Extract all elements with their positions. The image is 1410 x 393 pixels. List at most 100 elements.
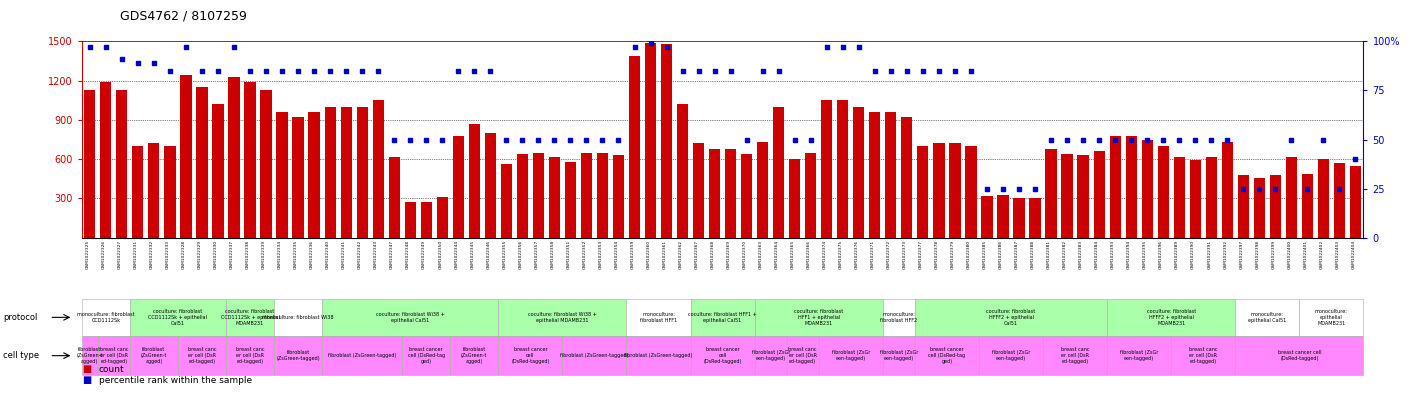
Point (1328, 185, 1351, 192)
Point (623, 44, 646, 50)
Point (351, 68, 374, 74)
Bar (709, 149, 721, 238)
Text: GSM1022403: GSM1022403 (1335, 240, 1340, 269)
Bar (1110, 136, 1121, 238)
Bar (1270, 175, 1280, 238)
Point (1089, 136, 1111, 143)
Text: breast canc
er cell (DsR
ed-tagged): breast canc er cell (DsR ed-tagged) (1060, 347, 1090, 364)
Point (238, 68, 261, 74)
Point (1296, 185, 1318, 192)
Text: GSM1022349: GSM1022349 (422, 240, 426, 269)
Text: GSM1022387: GSM1022387 (1015, 240, 1019, 269)
Text: GSM1022374: GSM1022374 (823, 240, 826, 269)
Text: GSM1022354: GSM1022354 (615, 240, 619, 269)
Point (255, 68, 278, 74)
Bar (309, 112, 320, 238)
Bar (420, 202, 431, 238)
Text: breast cancer cell
(DsRed-tagged): breast cancer cell (DsRed-tagged) (1277, 350, 1321, 361)
Bar (629, 56, 640, 238)
Text: GSM1022356: GSM1022356 (519, 240, 522, 269)
Point (895, 68, 918, 74)
Point (175, 44, 197, 50)
Text: fibroblast (ZsGreen-tagged): fibroblast (ZsGreen-tagged) (625, 353, 692, 358)
Point (286, 68, 309, 74)
Text: GSM1022350: GSM1022350 (439, 240, 443, 269)
Point (127, 60, 149, 66)
Point (367, 68, 389, 74)
Point (1313, 136, 1335, 143)
Point (687, 68, 709, 74)
Point (1136, 136, 1159, 143)
Text: GSM1022366: GSM1022366 (807, 240, 811, 269)
Text: GSM1022342: GSM1022342 (358, 240, 362, 269)
Point (319, 68, 341, 74)
Point (495, 136, 517, 143)
Point (815, 44, 838, 50)
Point (943, 68, 966, 74)
Point (94, 44, 117, 50)
Bar (1173, 156, 1184, 238)
Point (1184, 136, 1207, 143)
Point (656, 44, 678, 50)
Point (991, 185, 1014, 192)
Text: breast canc
er cell (DsR
ed-tagged): breast canc er cell (DsR ed-tagged) (235, 347, 264, 364)
Text: GSM1022364: GSM1022364 (774, 240, 778, 269)
Bar (292, 117, 303, 238)
Text: GSM1022333: GSM1022333 (166, 240, 169, 269)
Point (976, 185, 998, 192)
Bar (165, 146, 175, 238)
Bar (692, 143, 704, 238)
Bar (100, 82, 111, 238)
Bar (453, 136, 464, 238)
Text: fibroblast
(ZsGreen-t
agged): fibroblast (ZsGreen-t agged) (461, 347, 488, 364)
Text: fibroblast (ZsGr
een-tagged): fibroblast (ZsGr een-tagged) (991, 350, 1031, 361)
Point (912, 68, 935, 74)
Text: GSM1022341: GSM1022341 (343, 240, 345, 269)
Point (142, 60, 165, 66)
Point (832, 44, 854, 50)
Text: GSM1022394: GSM1022394 (1127, 240, 1131, 269)
Point (271, 68, 293, 74)
Point (880, 68, 902, 74)
Bar (1334, 163, 1345, 238)
Bar (1318, 159, 1330, 238)
Bar (548, 156, 560, 238)
Text: GSM1022392: GSM1022392 (1224, 240, 1227, 269)
Bar (790, 159, 801, 238)
Bar (933, 143, 945, 238)
Text: GSM1022345: GSM1022345 (471, 240, 474, 269)
Text: monoculture: fibroblast
CCD1112Sk: monoculture: fibroblast CCD1112Sk (78, 312, 134, 323)
Point (334, 68, 357, 74)
Bar (1190, 160, 1201, 238)
Point (784, 136, 807, 143)
Point (1265, 185, 1287, 192)
Bar (821, 100, 832, 238)
Bar (1349, 166, 1361, 238)
Point (1056, 136, 1079, 143)
Text: GSM1022347: GSM1022347 (391, 240, 395, 269)
Point (190, 68, 213, 74)
Text: GSM1022339: GSM1022339 (262, 240, 266, 269)
Text: GSM1022389: GSM1022389 (1175, 240, 1179, 269)
Point (960, 68, 983, 74)
Text: GSM1022340: GSM1022340 (326, 240, 330, 269)
Bar (838, 100, 849, 238)
Text: GSM1022379: GSM1022379 (950, 240, 955, 269)
Bar (1045, 149, 1056, 238)
Text: GSM1022337: GSM1022337 (230, 240, 234, 269)
Bar (596, 152, 608, 238)
Point (608, 136, 630, 143)
Bar (133, 146, 144, 238)
Text: GSM1022331: GSM1022331 (134, 240, 138, 269)
Text: GSM1022329: GSM1022329 (197, 240, 202, 269)
Bar (516, 154, 527, 238)
Point (543, 136, 565, 143)
Text: breast cancer
cell
(DsRed-tagged): breast cancer cell (DsRed-tagged) (704, 347, 742, 364)
Bar (501, 164, 512, 238)
Bar (372, 100, 384, 238)
Bar (918, 146, 929, 238)
Text: GSM1022396: GSM1022396 (1159, 240, 1163, 269)
Text: GSM1022404: GSM1022404 (1351, 240, 1355, 269)
Point (462, 68, 485, 74)
Bar (1253, 178, 1265, 238)
